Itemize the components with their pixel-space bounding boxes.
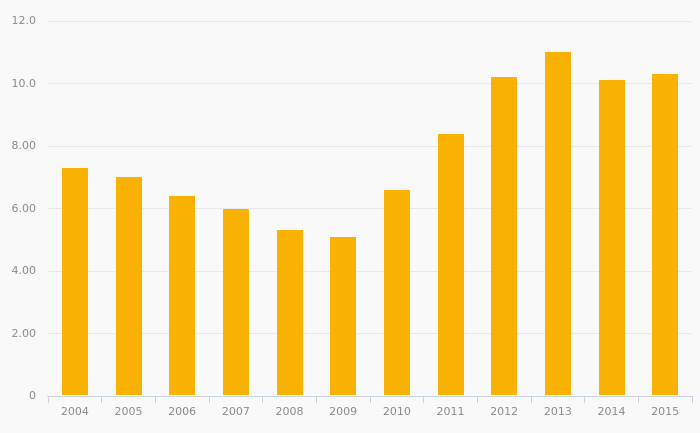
bar-2012[interactable]: [491, 77, 518, 395]
bar-2004[interactable]: [61, 167, 88, 395]
x-axis-tick: [47, 397, 49, 403]
x-axis-category-label: 2013: [543, 405, 572, 418]
x-axis-category-label: 2008: [275, 405, 304, 418]
y-axis-tick-label: 0: [29, 389, 36, 402]
bar-2010[interactable]: [383, 189, 410, 395]
x-axis-category-label: 2012: [490, 405, 519, 418]
bar-2013[interactable]: [544, 52, 571, 395]
x-axis-category-label: 2009: [329, 405, 358, 418]
x-axis-tick: [262, 397, 264, 403]
bar-2011[interactable]: [437, 133, 464, 395]
x-axis-category-label: 2005: [114, 405, 143, 418]
x-axis-tick: [208, 397, 210, 403]
x-axis-tick: [584, 397, 586, 403]
x-axis-category-label: 2015: [651, 405, 680, 418]
gridline: [48, 270, 692, 272]
gridline: [48, 20, 692, 22]
x-axis-category-label: 2011: [436, 405, 465, 418]
bar-2006[interactable]: [169, 196, 196, 395]
x-axis-tick: [476, 397, 478, 403]
x-axis-tick: [101, 397, 103, 403]
plot-area: 0 2.00 4.00 6.00 8.00 10.0 12.0 2004 2005 2006 200…: [12, 14, 693, 418]
x-axis-tick: [369, 397, 371, 403]
y-axis-tick-label: 12.0: [11, 14, 37, 27]
x-axis-tick: [423, 397, 425, 403]
gridline: [48, 208, 692, 209]
x-axis-tick: [315, 397, 317, 403]
y-axis-tick-label: 4.00: [11, 264, 37, 277]
x-axis-tick: [530, 397, 532, 403]
x-axis-tick: [691, 397, 693, 403]
x-axis-category-label: 2004: [60, 405, 89, 418]
bar-2014[interactable]: [598, 80, 625, 395]
x-axis-tick: [154, 397, 156, 403]
x-axis-category-label: 2014: [597, 405, 626, 418]
x-axis-category-label: 2006: [168, 405, 197, 418]
bar-2015[interactable]: [652, 74, 679, 395]
bar-2008[interactable]: [276, 230, 303, 395]
gridline: [48, 83, 692, 84]
gridline: [48, 145, 692, 147]
y-axis-tick-label: 8.00: [11, 139, 37, 152]
bar-2005[interactable]: [115, 177, 142, 395]
x-axis-tick: [637, 397, 639, 403]
bar-2009[interactable]: [330, 236, 357, 395]
y-axis-tick-label: 10.0: [11, 76, 37, 90]
x-axis-category-label: 2010: [382, 405, 411, 418]
y-axis-tick-label: 6.00: [11, 201, 37, 215]
x-axis-line: [47, 396, 693, 397]
x-axis-category-label: 2007: [221, 405, 250, 418]
bar-2007[interactable]: [222, 208, 249, 395]
y-axis-tick-label: 2.00: [11, 326, 37, 340]
gridline: [48, 333, 692, 334]
